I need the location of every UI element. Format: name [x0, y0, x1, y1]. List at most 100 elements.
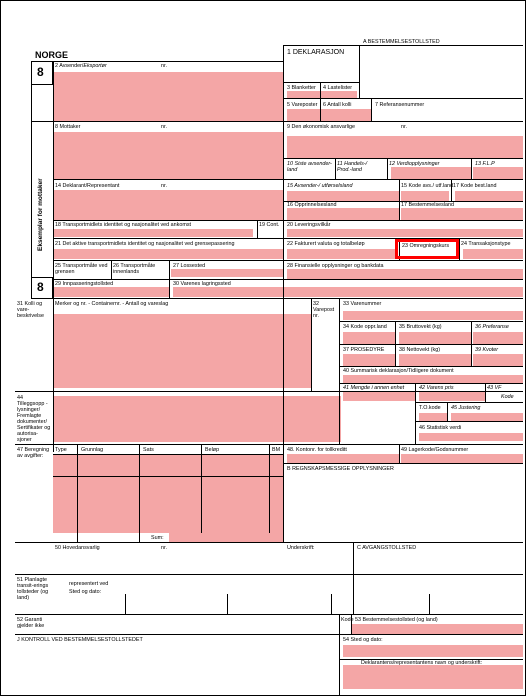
f42-input[interactable]	[419, 392, 485, 401]
a-label: A BESTEMMELSESTOLLSTED	[363, 39, 440, 45]
f20-label: 20 Leveringsvilkår	[287, 222, 331, 228]
f54b-label: Deklarantens/representantens navn og und…	[361, 660, 483, 666]
f30-input[interactable]	[173, 287, 523, 297]
declaration-label: 1 DEKLARASJON	[287, 49, 345, 56]
f16-label: 16 Opprinnelsesland	[287, 202, 337, 208]
f26-label: 26 Transportmåte innenlands	[113, 263, 156, 275]
f32-label: 32 Varepost nr.	[313, 301, 335, 319]
f12-input[interactable]	[391, 167, 471, 179]
f51-side-label: 51 Planlagte transit-erings tollsteder (…	[17, 577, 49, 601]
f17a-input[interactable]	[455, 191, 523, 201]
f54b-input[interactable]	[343, 665, 523, 689]
f9-label: 9 Den økonomisk ansvarlige	[287, 124, 356, 130]
f7-label: 7 Referansenummer	[375, 102, 425, 108]
f38-label: 38 Nettovekt (kg)	[399, 347, 441, 353]
f54-label: 54 Sted og dato:	[343, 637, 383, 643]
f53-input[interactable]	[351, 624, 523, 634]
f17-input[interactable]	[401, 208, 523, 220]
f31-input[interactable]	[53, 314, 311, 388]
f8-label: 8 Mottaker	[55, 124, 81, 130]
f2-input[interactable]	[53, 72, 283, 122]
f23-label: 23 Omregningskurs	[402, 243, 450, 249]
f8-nr-label: nr.	[161, 124, 167, 130]
f37-label: 37 PROSEDYRE	[343, 347, 385, 353]
f27-input[interactable]	[171, 269, 283, 277]
f46-input[interactable]	[419, 433, 523, 441]
copy-number-bottom: 8	[37, 280, 44, 294]
f47-side-label: 47 Beregning av avgifter:	[17, 447, 50, 459]
f13-input[interactable]	[473, 167, 523, 179]
f48-input[interactable]	[287, 454, 399, 463]
f33-input[interactable]	[343, 311, 523, 320]
f15-input[interactable]	[287, 191, 399, 201]
f39-label: 39 Kvoter	[475, 347, 499, 353]
f15a-input[interactable]	[401, 191, 449, 201]
f22-input[interactable]	[287, 249, 397, 259]
f21-input[interactable]	[53, 249, 283, 259]
underskrift-label: Underskrift:	[287, 545, 315, 551]
f18-label: 18 Transportmidlets identitet og nasjona…	[55, 222, 192, 228]
f44-input[interactable]	[53, 396, 341, 442]
f31-side-label: 31 Kolli og vare-beskrivelse	[17, 301, 44, 319]
f41-input[interactable]	[343, 392, 415, 401]
f44-side-label: 44 Tilleggsopp -lysninger/ Fremlagte dok…	[17, 395, 51, 443]
f15a-label: 15 Kode avs./ utf.land	[401, 183, 454, 189]
f3-label: 3 Blanketter	[287, 85, 316, 91]
f16-input[interactable]	[287, 208, 399, 220]
c-label: C AVGANGSTOLLSTED	[357, 545, 417, 551]
f9-input[interactable]	[287, 136, 523, 158]
sum-input[interactable]	[169, 533, 283, 542]
f39-input[interactable]	[473, 354, 523, 366]
f33-label: 33 Varenummer	[343, 301, 382, 307]
f43-label: 43 VF	[487, 385, 502, 391]
f45-input[interactable]	[451, 413, 523, 421]
f29-label: 29 Innpasseringstollsted	[55, 281, 114, 287]
f24-input[interactable]	[463, 249, 523, 259]
col-type: Type	[55, 447, 67, 453]
f37-input[interactable]	[343, 354, 395, 366]
b-label: B REGNSKAPSMESSIGE OPPLYSNINGER	[287, 466, 394, 472]
f4-label: 4 Lastelister	[323, 85, 353, 91]
f4-input[interactable]	[321, 91, 357, 98]
f5-input[interactable]	[287, 109, 320, 121]
f49-label: 49 Lagerkode/Godsnummer	[401, 447, 469, 453]
f34-label: 34 Kode oppr.land	[343, 324, 387, 330]
f28-input[interactable]	[287, 269, 523, 279]
f36-input[interactable]	[473, 332, 523, 344]
f52-label: 52 Garanti gjelder ikke	[17, 617, 45, 629]
f50-nr-label: nr.	[161, 545, 167, 551]
kode-label: Kode	[341, 617, 354, 623]
f43-kode-label: Kode	[501, 394, 514, 400]
tax-table-input[interactable]	[53, 455, 283, 533]
highlight-box	[395, 239, 459, 259]
f8-input[interactable]	[53, 132, 283, 179]
f54-input[interactable]	[343, 645, 523, 657]
side-label: Eksemplar for mottaker	[37, 178, 44, 251]
f49-input[interactable]	[401, 454, 523, 463]
f14-input[interactable]	[53, 190, 283, 220]
f5-label: 5 Vareposter	[287, 102, 318, 108]
f38-input[interactable]	[399, 354, 471, 366]
country-label: NORGE	[35, 50, 69, 60]
f29-input[interactable]	[53, 287, 169, 297]
f22-label: 22 Fakturert valuta og totalbeløp	[287, 241, 365, 247]
f40-input[interactable]	[343, 375, 523, 383]
f35-label: 35 Bruttovekt (kg)	[399, 324, 442, 330]
tokode-input[interactable]	[419, 413, 447, 421]
f20-input[interactable]	[287, 229, 523, 237]
f6-input[interactable]	[321, 109, 371, 121]
f31-label: Merker og nr. - Containernr. - Antall og…	[55, 301, 169, 307]
f50-label: 50 Hovedansvarlig	[55, 545, 100, 551]
f21-label: 21 Det aktive transportmidlets identitet…	[55, 241, 235, 247]
j-label: J KONTROLL VED BESTEMMELSESTOLLSTEDET	[17, 637, 143, 643]
f34-input[interactable]	[343, 332, 395, 344]
f10-label: 10 Siste avsender-land	[287, 161, 332, 173]
f6-label: 6 Antall kolli	[323, 102, 352, 108]
f18-input[interactable]	[53, 229, 253, 237]
f25-label: 25 Transportmåte ved grensen	[55, 263, 108, 275]
f27-label: 27 Lossested	[173, 263, 206, 269]
f35-input[interactable]	[399, 332, 471, 344]
f17-label: 17 Bestemmelsesland	[401, 202, 455, 208]
f3-input[interactable]	[287, 91, 320, 98]
